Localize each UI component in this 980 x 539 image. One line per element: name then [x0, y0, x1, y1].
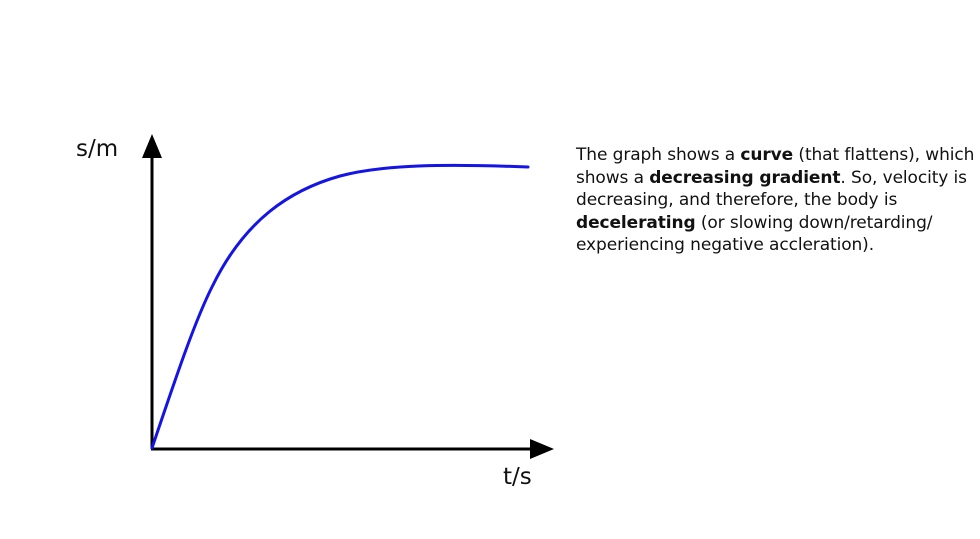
emphasis-decelerating: decelerating: [576, 212, 696, 233]
y-axis-arrowhead: [142, 134, 162, 158]
x-axis-arrowhead: [530, 439, 554, 459]
explanation-line-4: decelerating (or slowing down/retarding/: [576, 212, 933, 233]
explanation-line-2: shows a decreasing gradient. So, velocit…: [576, 167, 967, 188]
explanation-line-3: decreasing, and therefore, the body is: [576, 190, 898, 210]
emphasis-curve: curve: [740, 145, 794, 165]
explanation-text: The graph shows a curve (that flattens),…: [576, 144, 976, 257]
explanation-line-1: The graph shows a curve (that flattens),…: [576, 145, 975, 165]
emphasis-decreasing-gradient: decreasing gradient: [649, 167, 841, 188]
y-axis-label: s/m: [76, 136, 118, 162]
explanation-line-5: experiencing negative accleration).: [576, 235, 875, 255]
x-axis-label: t/s: [503, 464, 532, 490]
displacement-curve: [150, 163, 530, 450]
